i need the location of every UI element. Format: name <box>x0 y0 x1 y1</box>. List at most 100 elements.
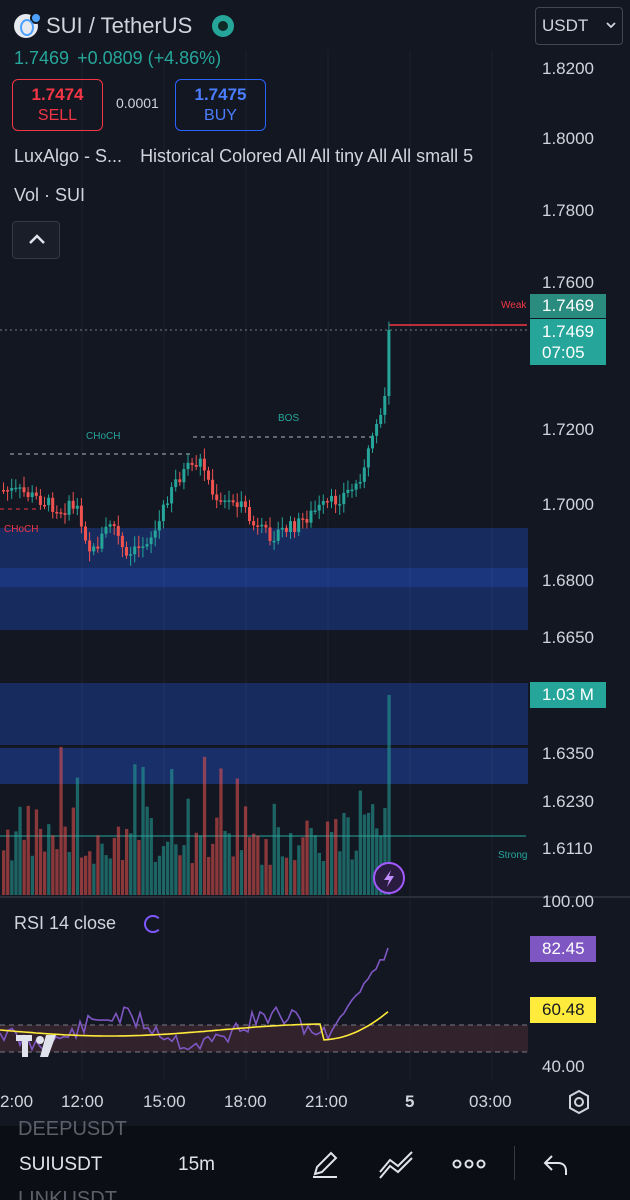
candle-body <box>219 500 223 502</box>
volume-bar <box>235 778 239 895</box>
candle-body <box>10 488 14 491</box>
volume-bar <box>301 837 305 895</box>
candle-body <box>108 524 112 527</box>
rsi-ma-line <box>0 1011 389 1041</box>
volume-zone-upper <box>0 683 528 745</box>
volume-legend[interactable]: Vol · SUI <box>14 185 86 205</box>
volume-bar <box>30 855 34 895</box>
volume-bar <box>67 852 71 895</box>
volume-bar <box>268 864 272 895</box>
volume-bar <box>22 839 26 895</box>
candle-body <box>133 546 137 555</box>
candle-body <box>334 495 338 505</box>
current-price-tag-2: 1.7469 <box>542 322 594 341</box>
pencil-icon[interactable] <box>309 1148 341 1180</box>
candle-body <box>182 469 186 483</box>
volume-bar <box>207 856 211 895</box>
price-tick: 1.8200 <box>542 59 594 78</box>
volume-bar <box>280 856 285 895</box>
time-tick: 12:00 <box>61 1092 104 1111</box>
volume-bar <box>371 804 375 895</box>
candle-body <box>309 510 313 523</box>
volume-bar <box>330 832 334 895</box>
candle-body <box>149 537 153 545</box>
volume-bar <box>190 863 194 895</box>
time-tick-day: 5 <box>405 1092 415 1111</box>
price-tick: 1.7000 <box>542 495 594 514</box>
buy-button[interactable]: 1.7475 BUY <box>175 79 266 131</box>
tradingview-logo <box>16 1035 56 1057</box>
bar-countdown: 07:05 <box>542 343 585 362</box>
candle-body <box>297 518 301 532</box>
volume-bar <box>321 860 326 895</box>
candle-body <box>387 330 391 397</box>
volume-tag: 1.03 M <box>530 682 606 708</box>
lightning-icon[interactable] <box>373 862 405 894</box>
ghost-symbol-below: LINKUSDT <box>18 1188 117 1200</box>
rsi-axis-bottom: 40.00 <box>542 1057 585 1076</box>
volume-bar <box>186 798 190 895</box>
volume-bar <box>362 814 367 895</box>
candle-body <box>264 524 268 528</box>
currency-select[interactable]: USDT <box>535 7 623 45</box>
rsi-legend[interactable]: RSI 14 close <box>14 913 117 933</box>
price-tick: 1.7800 <box>542 201 594 220</box>
volume-bar <box>34 809 39 895</box>
collapse-legend-button[interactable] <box>12 221 60 259</box>
more-icon[interactable] <box>452 1157 486 1171</box>
last-price: 1.7469 <box>14 48 70 68</box>
candle-body <box>346 489 350 493</box>
volume-bar <box>125 828 129 895</box>
volume-bar <box>260 864 264 895</box>
volume-bar <box>284 857 289 895</box>
candle-body <box>383 396 387 415</box>
volume-bar <box>198 835 203 895</box>
ghost-symbol-above: DEEPUSDT <box>18 1118 127 1140</box>
volume-bar <box>342 812 346 895</box>
candle-body <box>252 521 256 526</box>
candle-body <box>366 448 370 468</box>
candle-body <box>358 481 362 484</box>
sell-label: SELL <box>37 107 78 124</box>
candle-body <box>375 424 379 436</box>
volume-bar <box>157 855 162 895</box>
candle-body <box>51 497 55 512</box>
volume-bar <box>116 826 121 895</box>
symbol-title[interactable]: SUI / TetherUS <box>14 10 235 42</box>
drawing-tools-icon[interactable] <box>378 1148 416 1180</box>
buy-label: BUY <box>204 107 237 124</box>
settings-icon[interactable] <box>566 1089 592 1115</box>
symbol-selector[interactable]: SUIUSDT <box>19 1154 103 1175</box>
volume-bar <box>51 835 55 895</box>
volume-bar <box>63 826 67 895</box>
candle-body <box>2 490 5 492</box>
refresh-icon[interactable] <box>141 912 165 936</box>
indicator-legend[interactable]: LuxAlgo - S... Historical Colored All All… <box>14 146 524 167</box>
sell-button[interactable]: 1.7474 SELL <box>12 79 103 131</box>
candle-body <box>14 487 18 490</box>
timeframe-selector[interactable]: 15m <box>178 1154 215 1175</box>
candle-body <box>26 492 30 498</box>
volume-bar <box>84 855 88 895</box>
candle-body <box>284 527 288 532</box>
volume-bar <box>309 828 313 895</box>
volume-bar <box>2 850 6 895</box>
volume-series <box>2 695 391 895</box>
volume-bar <box>346 817 350 895</box>
volume-bar <box>96 835 100 895</box>
bos-label: BOS <box>278 413 300 424</box>
candle-body <box>125 547 128 556</box>
currency-select-value: USDT <box>542 16 589 35</box>
rsi-ma-tag: 60.48 <box>530 997 596 1023</box>
candle-body <box>22 487 26 493</box>
volume-bar <box>133 764 137 895</box>
volume-bar <box>317 852 321 895</box>
volume-bar <box>71 807 75 895</box>
time-tick: 15:00 <box>143 1092 186 1111</box>
volume-bar <box>264 839 268 895</box>
rsi-value-tag: 82.45 <box>530 936 596 962</box>
undo-icon[interactable] <box>542 1152 570 1178</box>
candle-body <box>88 540 92 552</box>
